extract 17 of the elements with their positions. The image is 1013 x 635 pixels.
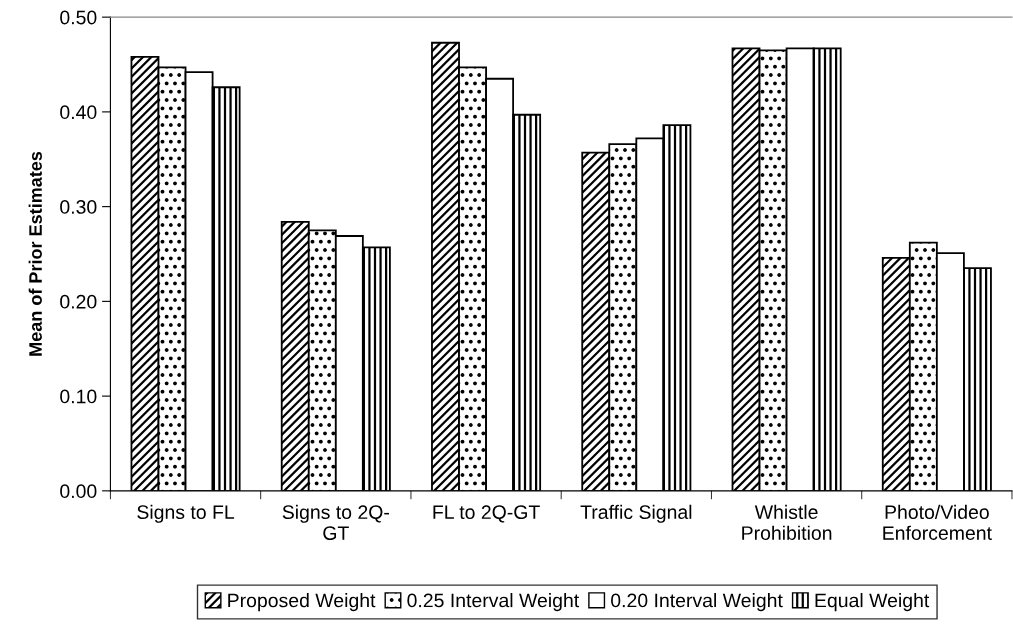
y-tick-label: 0.20	[60, 294, 97, 309]
x-tick-label: FL to 2Q-GT	[433, 505, 540, 523]
x-tick-label: Traffic Signal	[580, 504, 692, 523]
x-tick-label: Signs to FL	[137, 504, 235, 523]
y-tick-label: 0.50	[60, 10, 97, 25]
y-tick-label: 0.30	[60, 200, 97, 214]
legend-label: 0.20 Interval Weight	[611, 593, 783, 612]
legend-label: Equal Weight	[815, 593, 930, 612]
legend-label: 0.25 Interval Weight	[407, 593, 580, 612]
y-tick-label: 0.40	[60, 105, 97, 120]
x-tick-label: Photo/Video Enforcement	[883, 504, 992, 540]
legend-label: Proposed Weight	[228, 593, 376, 612]
y-tick-label: 0.10	[60, 389, 97, 404]
y-tick-label: 0.00	[60, 484, 97, 499]
y-axis-title: Mean of Prior Estimates	[28, 151, 42, 356]
x-tick-label: Signs to 2Q- GT	[282, 504, 389, 540]
x-tick-label: Whistle Prohibition	[742, 504, 832, 540]
